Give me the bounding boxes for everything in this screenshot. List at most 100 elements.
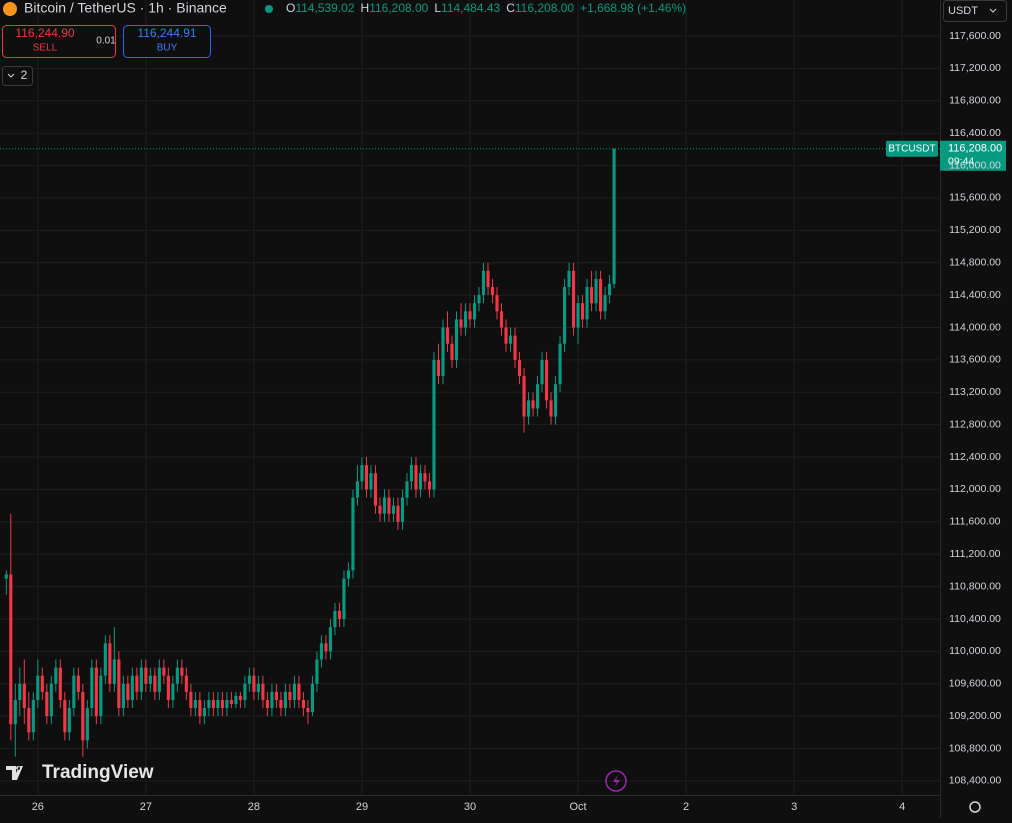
ohlc-key: H (361, 1, 370, 15)
x-tick-label: Oct (569, 801, 586, 813)
symbol-title[interactable]: Bitcoin / TetherUS · 1h · Binance (24, 0, 227, 16)
candle-body (531, 400, 535, 409)
candle-body (342, 578, 346, 619)
candle-body (328, 627, 333, 652)
symbol-tag-label: BTCUSDT (888, 143, 935, 154)
candle-body (436, 359, 441, 377)
y-tick-label: 115,600.00 (949, 192, 1001, 204)
y-tick-label: 113,200.00 (949, 386, 1001, 398)
candle-body (274, 691, 278, 700)
candle-body (22, 683, 26, 709)
candle-body (508, 335, 513, 344)
y-tick-label: 115,200.00 (949, 224, 1001, 236)
candle-body (558, 343, 562, 385)
candle-body (153, 675, 157, 692)
symbol-tag (886, 140, 938, 157)
candle-body (351, 497, 355, 571)
y-tick-label: 108,800.00 (949, 742, 1002, 754)
candle-body (234, 695, 238, 704)
candle-body (549, 400, 553, 417)
candle-body (63, 699, 67, 733)
candle-body (594, 278, 598, 304)
currency-label: USDT (948, 5, 978, 17)
y-tick-label: 110,000.00 (949, 645, 1001, 657)
candle-body (184, 675, 188, 692)
candles (4, 148, 616, 757)
candle-body (288, 691, 292, 700)
brand-name: TradingView (42, 762, 154, 783)
candle-body (9, 574, 13, 725)
candle-body (243, 683, 247, 700)
candle-body (319, 643, 324, 660)
candle-body (279, 699, 283, 709)
candle-body (283, 691, 287, 709)
ohlc-value: 116,208.00 (515, 1, 574, 15)
candle-body (252, 675, 256, 692)
candle-body (378, 505, 382, 514)
candle-body (504, 327, 508, 344)
candle-body (76, 675, 80, 692)
price-tag (940, 140, 1006, 171)
x-tick-label: 29 (356, 801, 368, 813)
y-tick-label: 112,400.00 (949, 451, 1001, 463)
candle-body (117, 659, 121, 709)
candle-body (360, 465, 364, 482)
candle-body (211, 699, 215, 709)
y-tick-label: 114,800.00 (949, 257, 1001, 269)
y-tick-label: 114,400.00 (949, 289, 1001, 301)
indicators-count: 2 (21, 68, 28, 82)
x-tick-label: 30 (464, 801, 476, 813)
candle-body (297, 683, 301, 700)
spread: 0.01 (96, 36, 116, 47)
candle-body (157, 667, 161, 692)
candle-body (522, 376, 526, 417)
y-tick-label: 110,800.00 (949, 580, 1001, 592)
candle-body (486, 270, 490, 288)
candle-body (324, 643, 328, 652)
candle-body (598, 278, 603, 312)
x-tick-label: 3 (791, 801, 797, 813)
y-tick-label: 109,600.00 (949, 678, 1002, 690)
candle-body (400, 497, 405, 522)
y-tick-label: 111,600.00 (950, 516, 1001, 528)
candle-body (292, 683, 297, 700)
candle-body (468, 311, 472, 320)
candle-body (85, 708, 89, 741)
ohlc-value: 116,208.00 (369, 1, 428, 15)
alert-icon[interactable] (605, 770, 627, 792)
candle-body (450, 343, 454, 360)
currency-select[interactable] (943, 0, 1007, 22)
candle-body (301, 699, 306, 709)
candle-body (364, 465, 369, 490)
candle-body (193, 699, 197, 709)
y-tick-label: 113,600.00 (949, 354, 1001, 366)
indicators-toggle[interactable] (2, 66, 33, 86)
candle-body (481, 270, 486, 296)
candle-body (499, 311, 504, 328)
countdown: 09:44 (948, 156, 974, 168)
ohlc-value: 114,484.43 (441, 1, 500, 15)
candle-body (585, 287, 589, 320)
settings-icon[interactable] (969, 801, 981, 813)
coin-icon (3, 2, 17, 16)
candle-body (67, 708, 71, 733)
candle-body (418, 473, 423, 490)
candle-body (18, 683, 22, 700)
candle-body (49, 683, 53, 717)
candle-body (94, 667, 98, 717)
candle-body (261, 683, 265, 700)
candle-body (409, 465, 414, 482)
sell-button[interactable] (2, 25, 116, 58)
candle-body (477, 295, 481, 304)
candle-body (432, 359, 436, 490)
candle-body (427, 481, 432, 490)
candle-body (135, 675, 139, 692)
candle-body (369, 473, 373, 490)
buy-button[interactable] (123, 25, 211, 58)
candle-body (198, 699, 202, 717)
candle-body (189, 691, 193, 709)
candle-body (567, 270, 571, 288)
candle-body (270, 691, 274, 709)
candle-body (90, 667, 94, 709)
candle-body (45, 691, 49, 717)
